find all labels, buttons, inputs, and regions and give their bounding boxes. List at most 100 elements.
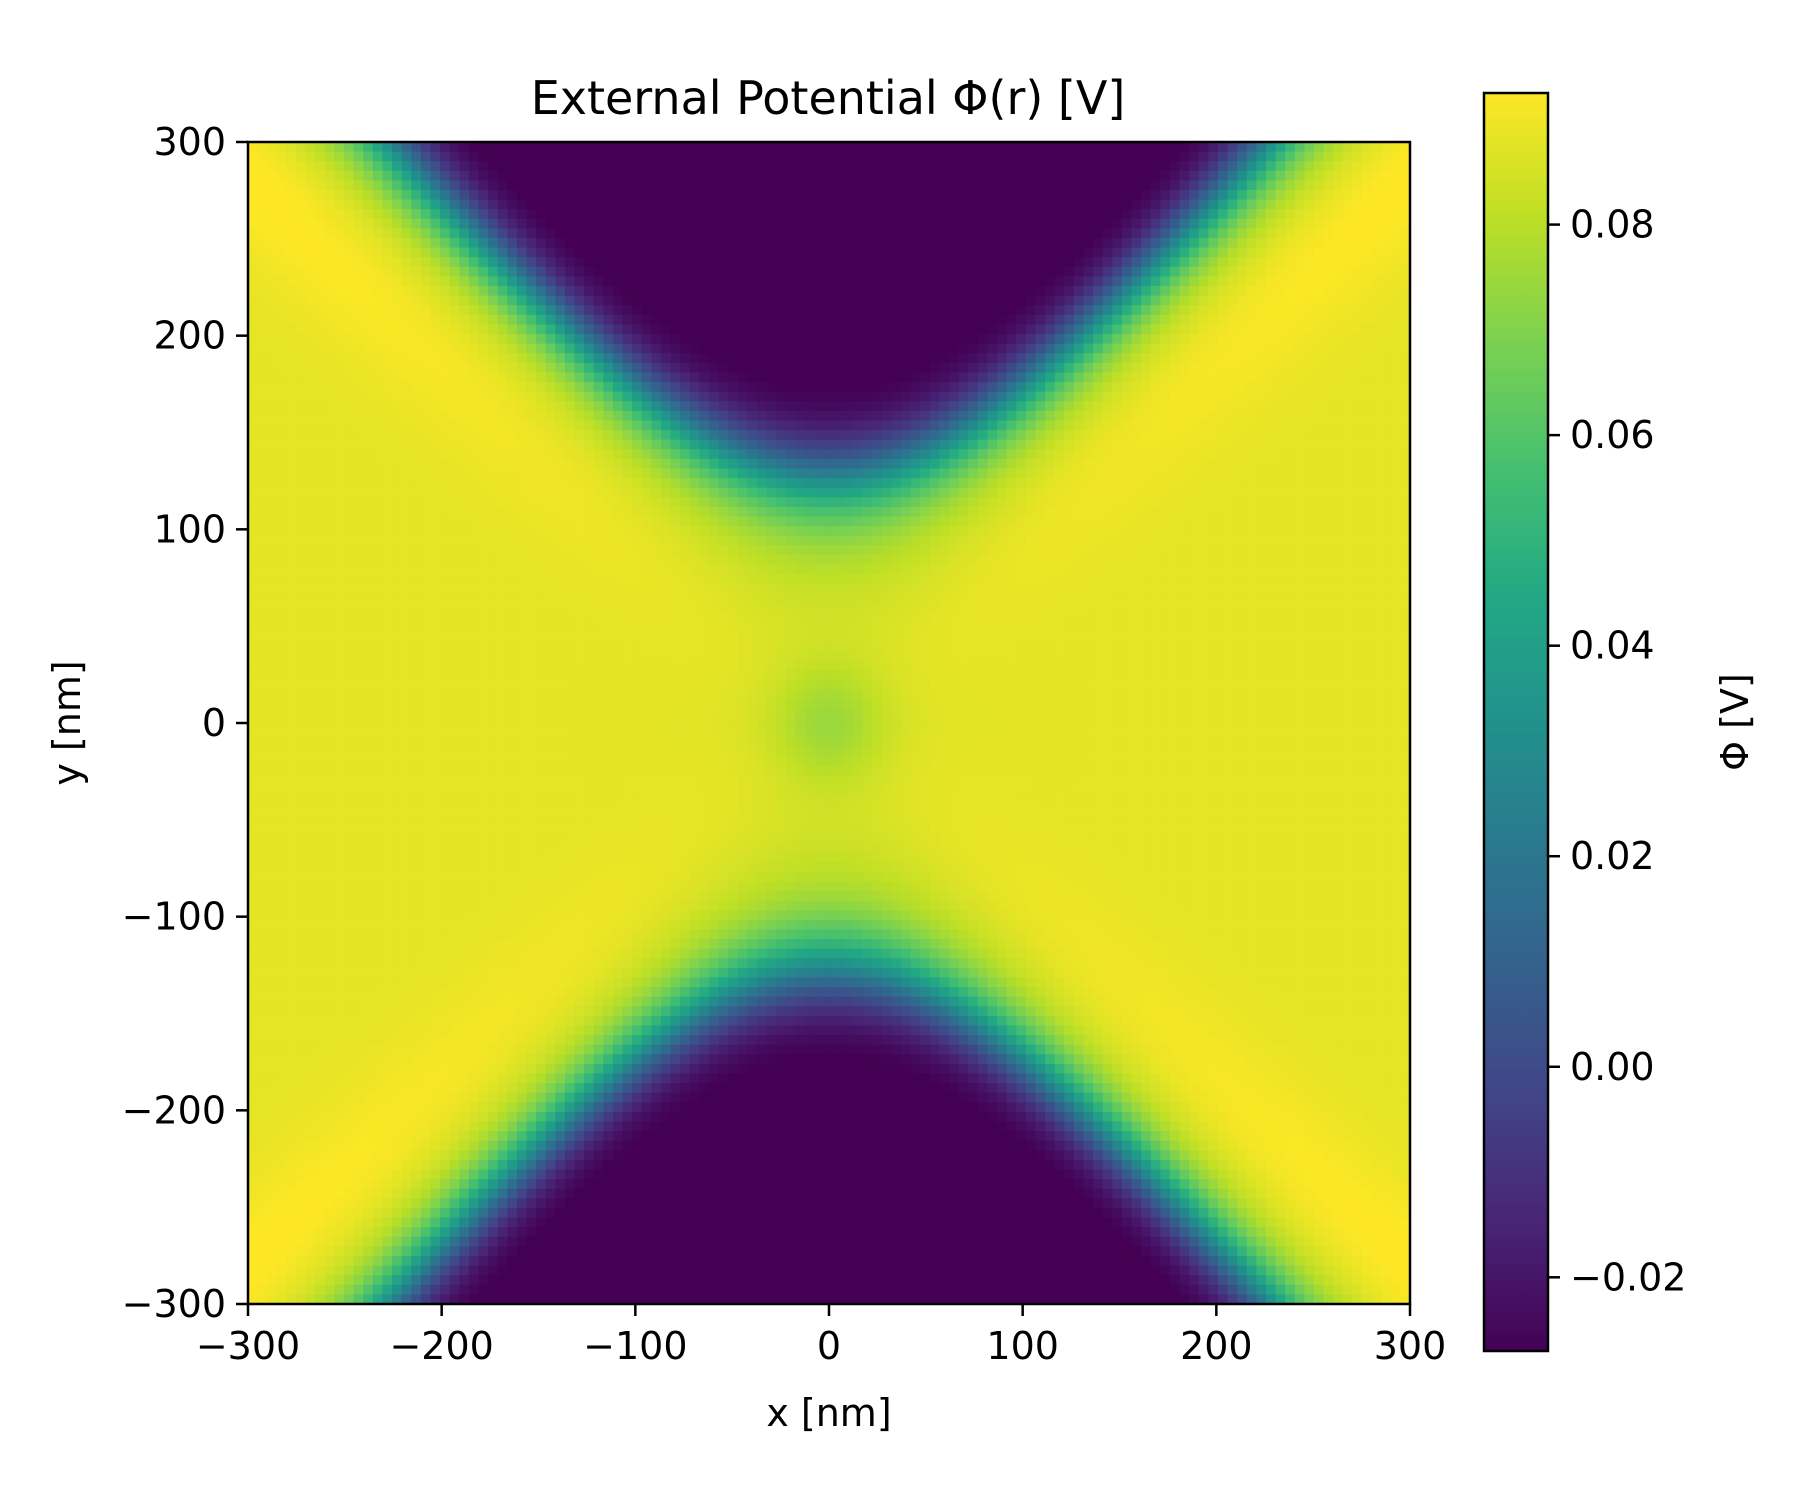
- heatmap-cell: [536, 151, 547, 162]
- heatmap-cell: [363, 382, 374, 393]
- heatmap-cell: [670, 382, 681, 393]
- heatmap-cell: [718, 305, 729, 316]
- heatmap-cell: [824, 266, 835, 278]
- heatmap-cell: [1313, 305, 1325, 316]
- heatmap-cell: [401, 295, 412, 306]
- heatmap-cell: [555, 410, 566, 422]
- heatmap-cell: [1217, 276, 1229, 287]
- heatmap-cell: [651, 209, 662, 220]
- heatmap-cell: [949, 420, 960, 431]
- heatmap-cell: [949, 506, 960, 518]
- heatmap-cell: [997, 180, 1008, 191]
- heatmap-cell: [497, 286, 508, 297]
- heatmap-cell: [1006, 161, 1017, 172]
- heatmap-cell: [286, 314, 297, 326]
- heatmap-cell: [478, 362, 489, 374]
- heatmap-cell: [1169, 170, 1181, 182]
- heatmap-cell: [670, 218, 681, 230]
- heatmap-cell: [708, 391, 720, 402]
- heatmap-cell: [680, 286, 691, 297]
- heatmap-cell: [708, 439, 720, 450]
- heatmap-cell: [555, 190, 566, 201]
- heatmap-cell: [1045, 142, 1056, 153]
- heatmap-cell: [1179, 458, 1190, 470]
- heatmap-cell: [804, 218, 816, 230]
- heatmap-cell: [1112, 257, 1123, 268]
- heatmap-cell: [1035, 478, 1046, 489]
- heatmap-cell: [1102, 209, 1113, 220]
- heatmap-cell: [670, 247, 681, 258]
- heatmap-cell: [1304, 487, 1315, 498]
- heatmap-cell: [824, 276, 835, 287]
- heatmap-cell: [977, 266, 989, 278]
- heatmap-cell: [1189, 170, 1200, 182]
- heatmap-cell: [1006, 257, 1017, 268]
- heatmap-cell: [526, 353, 537, 364]
- heatmap-cell: [468, 295, 480, 306]
- heatmap-cell: [324, 286, 336, 297]
- heatmap-cell: [670, 190, 681, 201]
- heatmap-cell: [814, 506, 825, 518]
- heatmap-cell: [814, 420, 825, 431]
- heatmap-cell: [939, 161, 950, 172]
- heatmap-cell: [488, 343, 499, 354]
- heatmap-cell: [1016, 238, 1027, 249]
- heatmap-cell: [276, 142, 288, 153]
- heatmap-cell: [1275, 247, 1286, 258]
- heatmap-cell: [1131, 506, 1142, 518]
- heatmap-cell: [478, 295, 489, 306]
- heatmap-cell: [1121, 458, 1133, 470]
- heatmap-cell: [680, 420, 691, 431]
- heatmap-cell: [1198, 401, 1209, 412]
- heatmap-cell: [1256, 391, 1267, 402]
- heatmap-cell: [382, 286, 393, 297]
- heatmap-cell: [1313, 362, 1325, 374]
- heatmap-cell: [824, 286, 835, 297]
- heatmap-cell: [929, 497, 941, 508]
- heatmap-cell: [1256, 199, 1267, 210]
- heatmap-cell: [420, 257, 432, 268]
- heatmap-cell: [814, 401, 825, 412]
- heatmap-cell: [795, 334, 806, 345]
- heatmap-cell: [824, 247, 835, 258]
- heatmap-cell: [1265, 190, 1277, 201]
- heatmap-cell: [1141, 430, 1152, 441]
- heatmap-cell: [641, 526, 652, 537]
- heatmap-cell: [939, 238, 950, 249]
- heatmap-cell: [1064, 305, 1075, 316]
- heatmap-cell: [1198, 170, 1209, 182]
- heatmap-cell: [392, 151, 403, 162]
- heatmap-cell: [756, 180, 768, 191]
- heatmap-cell: [1150, 372, 1161, 383]
- heatmap-cell: [1304, 401, 1315, 412]
- heatmap-cell: [843, 295, 854, 306]
- heatmap-cell: [1304, 190, 1315, 201]
- heatmap-cell: [833, 161, 844, 172]
- heatmap-cell: [536, 362, 547, 374]
- heatmap-cell: [987, 506, 998, 518]
- heatmap-cell: [977, 401, 989, 412]
- heatmap-cell: [1121, 295, 1133, 306]
- heatmap-cell: [641, 151, 652, 162]
- heatmap-cell: [1045, 314, 1056, 326]
- heatmap-cell: [545, 209, 556, 220]
- heatmap-cell: [1304, 228, 1315, 239]
- heatmap-cell: [1035, 161, 1046, 172]
- heatmap-cell: [968, 305, 979, 316]
- heatmap-cell: [939, 410, 950, 422]
- heatmap-cell: [324, 478, 336, 489]
- heatmap-cell: [718, 266, 729, 278]
- heatmap-cell: [353, 497, 364, 508]
- heatmap-cell: [651, 334, 662, 345]
- heatmap-cell: [1093, 142, 1104, 153]
- heatmap-cell: [574, 420, 585, 431]
- heatmap-cell: [1217, 468, 1229, 479]
- heatmap-cell: [276, 430, 288, 441]
- heatmap-cell: [814, 430, 825, 441]
- heatmap-cell: [392, 238, 403, 249]
- heatmap-cell: [1179, 305, 1190, 316]
- heatmap-cell: [1045, 353, 1056, 364]
- heatmap-cell: [507, 170, 518, 182]
- heatmap-cell: [843, 286, 854, 297]
- heatmap-cell: [363, 314, 374, 326]
